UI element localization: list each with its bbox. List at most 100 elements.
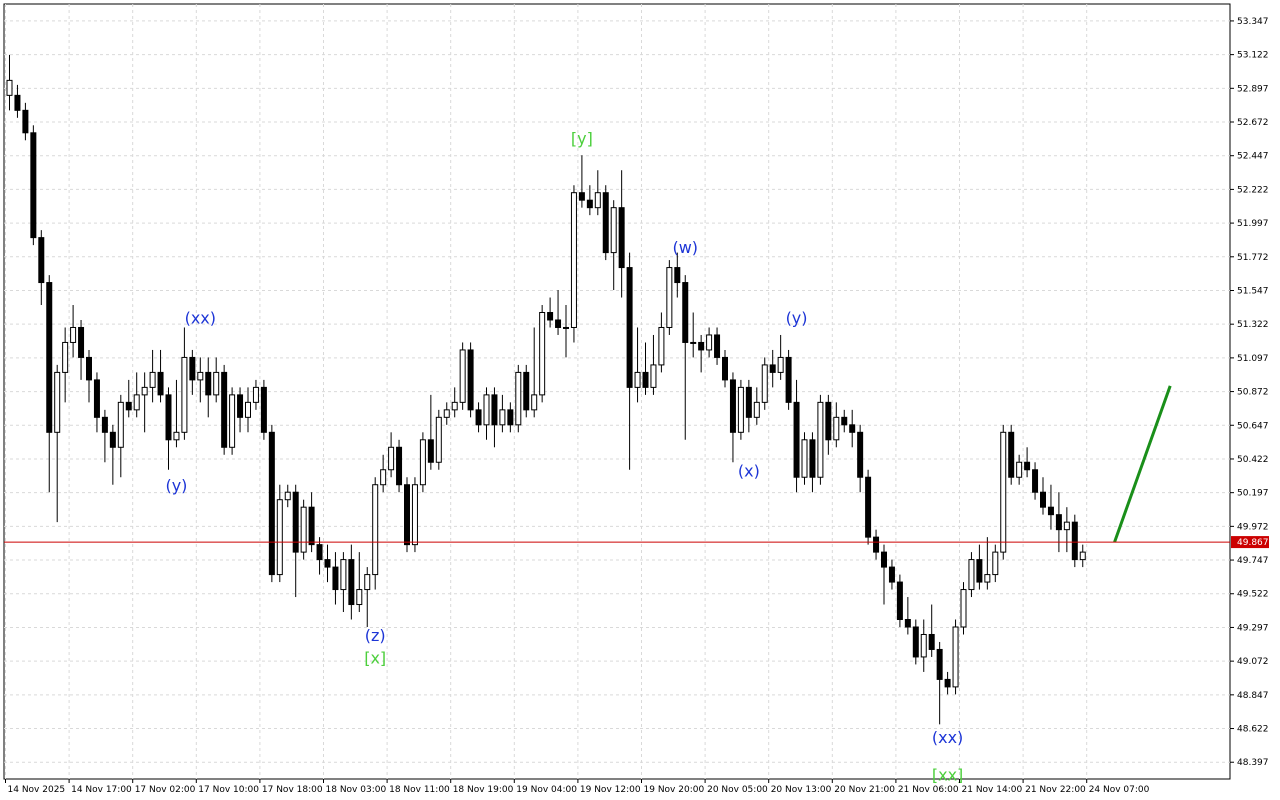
candle <box>698 334 705 373</box>
candle <box>181 327 188 440</box>
candle <box>125 379 132 418</box>
candle-body-bear <box>157 371 164 396</box>
wave-label: [x] <box>364 648 386 667</box>
candle-body-bear <box>849 424 856 433</box>
candle-body-bull <box>213 371 220 396</box>
x-tick-label: 19 Nov 12:00 <box>580 785 641 795</box>
candle <box>499 394 506 433</box>
candle-body-bear <box>14 94 21 111</box>
candle <box>427 394 434 470</box>
wave-label: [xx] <box>932 765 963 784</box>
candle-body-bear <box>260 386 267 433</box>
candle <box>761 357 768 410</box>
candle <box>189 349 196 395</box>
candle <box>252 379 259 410</box>
candle-body-bear <box>292 491 299 553</box>
wave-label: [y] <box>571 129 593 148</box>
candle-body-bear <box>888 566 895 583</box>
candle-body-bull <box>1000 431 1007 553</box>
candle <box>1071 514 1078 568</box>
y-tick-label: 51.322 <box>1237 320 1269 330</box>
candle <box>205 357 212 418</box>
candle-body-bear <box>427 439 434 463</box>
candle-body-bear <box>873 536 880 553</box>
candle-body-bear <box>396 446 403 486</box>
candle-body-bear <box>896 581 903 621</box>
candle-body-bear <box>316 544 323 561</box>
candle <box>117 394 124 478</box>
candle-body-bear <box>865 476 872 538</box>
candle-body-bear <box>324 559 331 568</box>
candle <box>594 170 601 216</box>
candle <box>229 387 236 455</box>
candle-body-bull <box>634 371 641 388</box>
candle <box>332 552 339 605</box>
candle <box>404 477 410 553</box>
candle <box>936 641 943 725</box>
x-tick-label: 21 Nov 22:00 <box>1025 785 1086 795</box>
candle <box>984 537 991 590</box>
candle-body-bear <box>944 678 951 688</box>
y-tick-label: 49.072 <box>1237 657 1269 667</box>
candle <box>881 544 887 605</box>
current-price-label: 49.867 <box>1237 538 1269 548</box>
candle-body-bear <box>205 371 212 396</box>
candle-body-bull <box>451 401 458 411</box>
candle <box>475 402 482 433</box>
candle <box>531 327 538 418</box>
wave-labels: (xx) (y) (z) [x] [y] (w) (x) (y) (xx) [xx] <box>165 129 963 785</box>
candle <box>451 387 458 418</box>
candle <box>722 349 728 388</box>
candle <box>690 312 697 358</box>
candle <box>411 477 418 553</box>
candle <box>682 275 689 440</box>
candle <box>221 364 228 455</box>
candle <box>745 379 752 433</box>
candle <box>650 334 657 395</box>
candle-body-bear <box>881 551 887 568</box>
y-tick-label: 50.872 <box>1237 388 1269 398</box>
candle-body-bull <box>276 499 283 576</box>
y-tick-label: 51.547 <box>1237 286 1269 296</box>
candle-body-bull <box>515 371 522 426</box>
candle-body-bull <box>753 401 760 418</box>
candle-body-bear <box>507 409 514 426</box>
candle-body-bear <box>936 648 943 680</box>
candle <box>610 200 617 291</box>
candle <box>396 439 403 493</box>
candle <box>1032 462 1039 500</box>
candle-body-bull <box>483 394 490 426</box>
candle-body-bull <box>435 416 442 463</box>
candle-body-bear <box>125 401 132 411</box>
candle-body-bear <box>332 566 339 591</box>
candle-body-bull <box>419 439 426 486</box>
candle <box>642 342 649 395</box>
y-tick-label: 49.297 <box>1237 623 1269 633</box>
x-tick-label: 18 Nov 11:00 <box>389 785 450 795</box>
candle <box>769 349 776 388</box>
candle-body-bull <box>960 589 967 628</box>
x-tick-label: 24 Nov 07:00 <box>1089 785 1150 795</box>
candle-body-bear <box>467 349 474 411</box>
candle <box>968 552 975 598</box>
candle <box>539 305 546 403</box>
candle <box>578 155 585 208</box>
candle <box>944 671 951 695</box>
candle <box>896 574 903 627</box>
candle-body-bear <box>93 379 100 418</box>
candle <box>904 597 911 635</box>
candle <box>173 379 180 448</box>
candle-body-bull <box>968 559 975 591</box>
candle-body-bear <box>1032 469 1039 493</box>
x-tick-label: 17 Nov 18:00 <box>262 785 323 795</box>
candle-body-bull <box>149 371 156 388</box>
candle <box>658 312 665 373</box>
y-tick-label: 53.122 <box>1237 51 1269 61</box>
candle-body-bear <box>268 431 275 576</box>
candle <box>706 327 713 358</box>
y-tick-label: 49.972 <box>1237 522 1269 532</box>
candle-body-bear <box>547 312 554 321</box>
candle <box>93 372 100 433</box>
candle-body-bull <box>252 386 259 403</box>
candle <box>976 544 983 590</box>
